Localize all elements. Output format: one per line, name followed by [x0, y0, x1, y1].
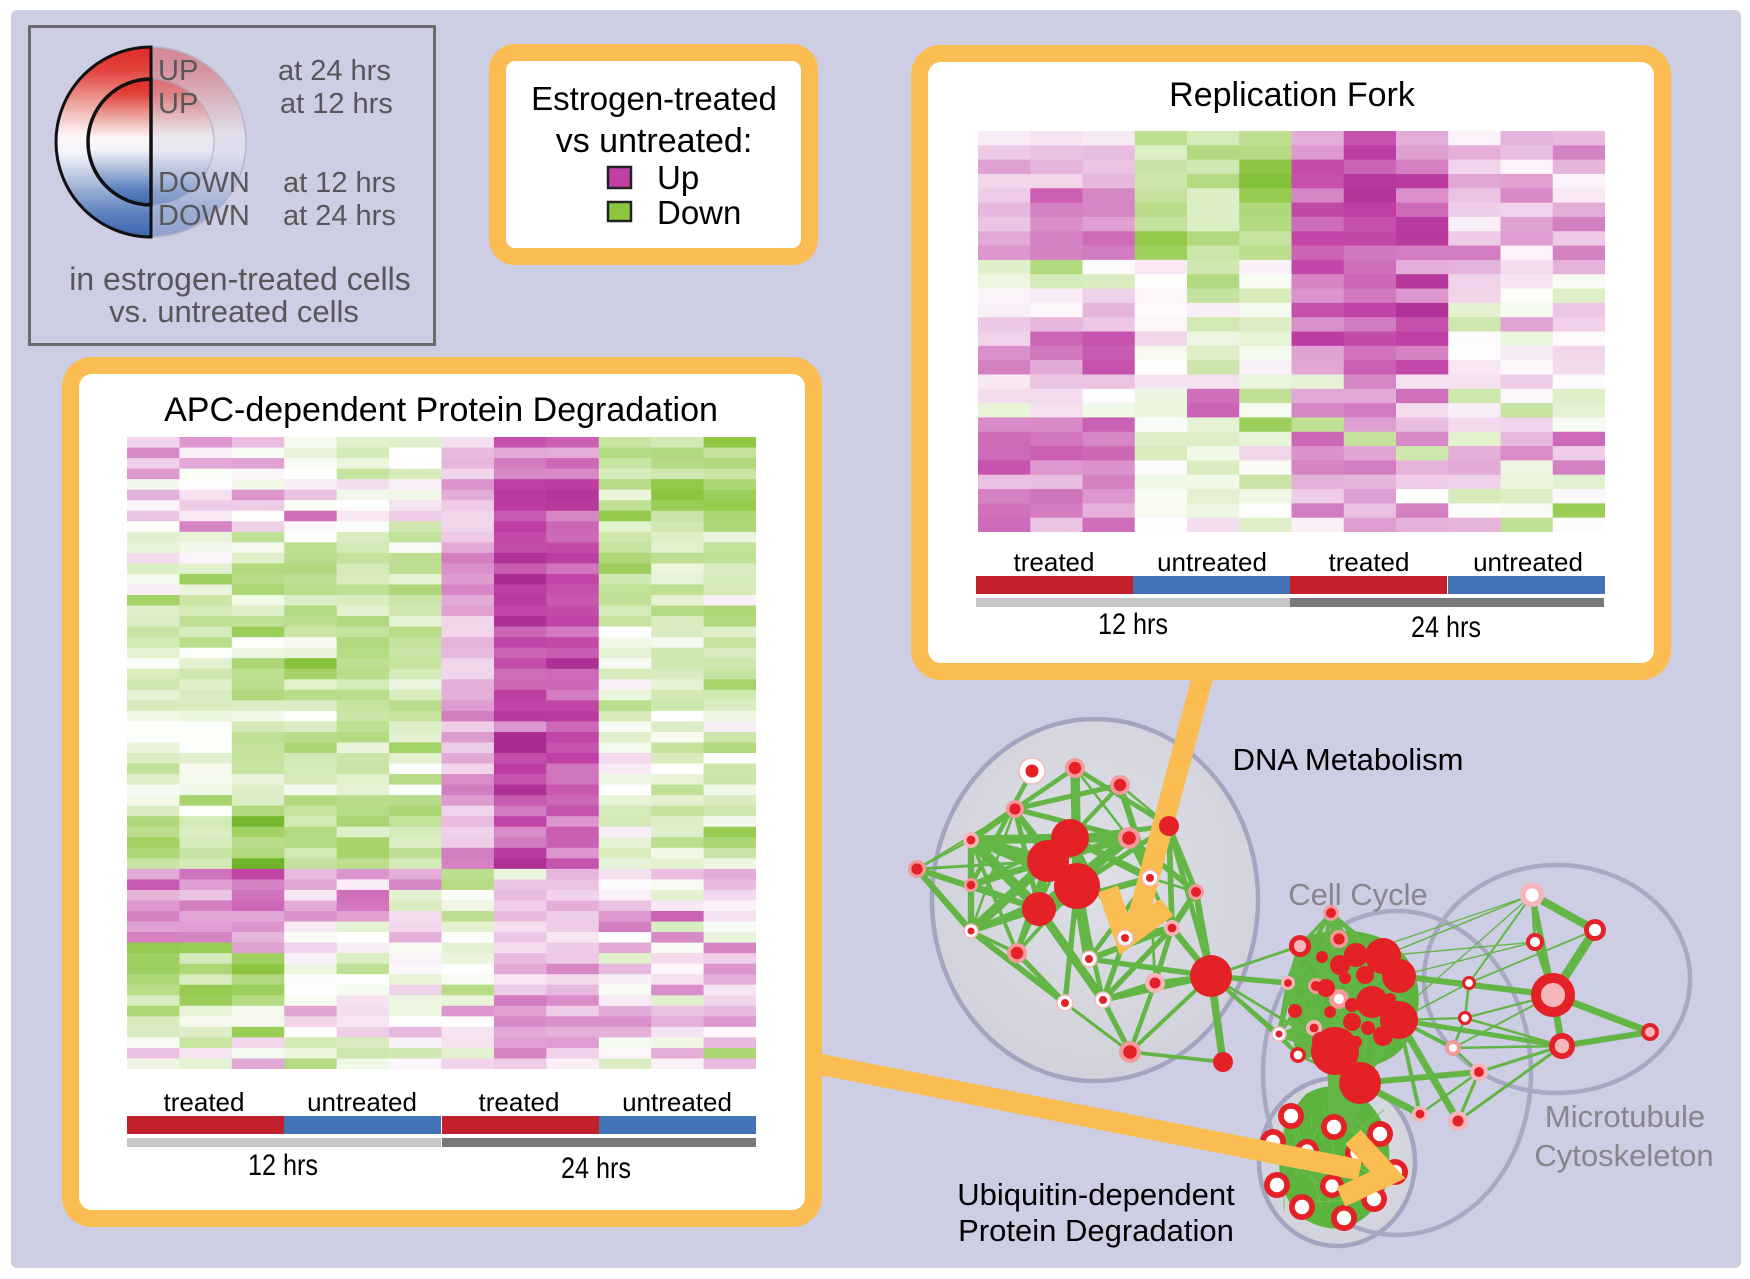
svg-text:treated: treated: [164, 1087, 245, 1117]
svg-text:in estrogen-treated cells: in estrogen-treated cells: [69, 261, 411, 297]
svg-text:at 24 hrs: at 24 hrs: [283, 200, 396, 232]
svg-text:DNA Metabolism: DNA Metabolism: [1233, 742, 1464, 777]
svg-text:untreated: untreated: [622, 1087, 732, 1117]
svg-text:at 12 hrs: at 12 hrs: [280, 88, 393, 120]
svg-text:untreated: untreated: [1157, 547, 1267, 577]
svg-text:Protein Degradation: Protein Degradation: [958, 1213, 1234, 1248]
svg-text:at 24 hrs: at 24 hrs: [278, 55, 391, 87]
svg-text:treated: treated: [1014, 547, 1095, 577]
svg-text:12 hrs: 12 hrs: [248, 1149, 318, 1182]
svg-text:vs. untreated cells: vs. untreated cells: [109, 294, 359, 329]
svg-text:Ubiquitin-dependent: Ubiquitin-dependent: [957, 1177, 1235, 1212]
svg-text:UP: UP: [158, 55, 198, 87]
svg-text:DOWN: DOWN: [158, 200, 250, 232]
svg-text:untreated: untreated: [1473, 547, 1583, 577]
svg-text:Cell Cycle: Cell Cycle: [1288, 877, 1428, 912]
svg-text:24 hrs: 24 hrs: [1411, 611, 1481, 644]
svg-text:Down: Down: [657, 194, 741, 231]
svg-text:Up: Up: [657, 159, 699, 196]
svg-text:Microtubule: Microtubule: [1545, 1099, 1705, 1134]
svg-text:treated: treated: [1329, 547, 1410, 577]
svg-text:vs untreated:: vs untreated:: [556, 122, 753, 160]
svg-text:24 hrs: 24 hrs: [561, 1152, 631, 1185]
svg-text:12 hrs: 12 hrs: [1098, 608, 1168, 641]
svg-text:at 12 hrs: at 12 hrs: [283, 167, 396, 199]
svg-text:UP: UP: [158, 88, 198, 120]
svg-text:APC-dependent Protein Degradat: APC-dependent Protein Degradation: [164, 391, 718, 429]
svg-text:Estrogen-treated: Estrogen-treated: [531, 80, 777, 117]
svg-text:Cytoskeleton: Cytoskeleton: [1534, 1138, 1713, 1173]
svg-text:treated: treated: [479, 1087, 560, 1117]
svg-text:DOWN: DOWN: [158, 167, 250, 199]
svg-text:untreated: untreated: [307, 1087, 417, 1117]
svg-text:Replication Fork: Replication Fork: [1169, 76, 1416, 114]
